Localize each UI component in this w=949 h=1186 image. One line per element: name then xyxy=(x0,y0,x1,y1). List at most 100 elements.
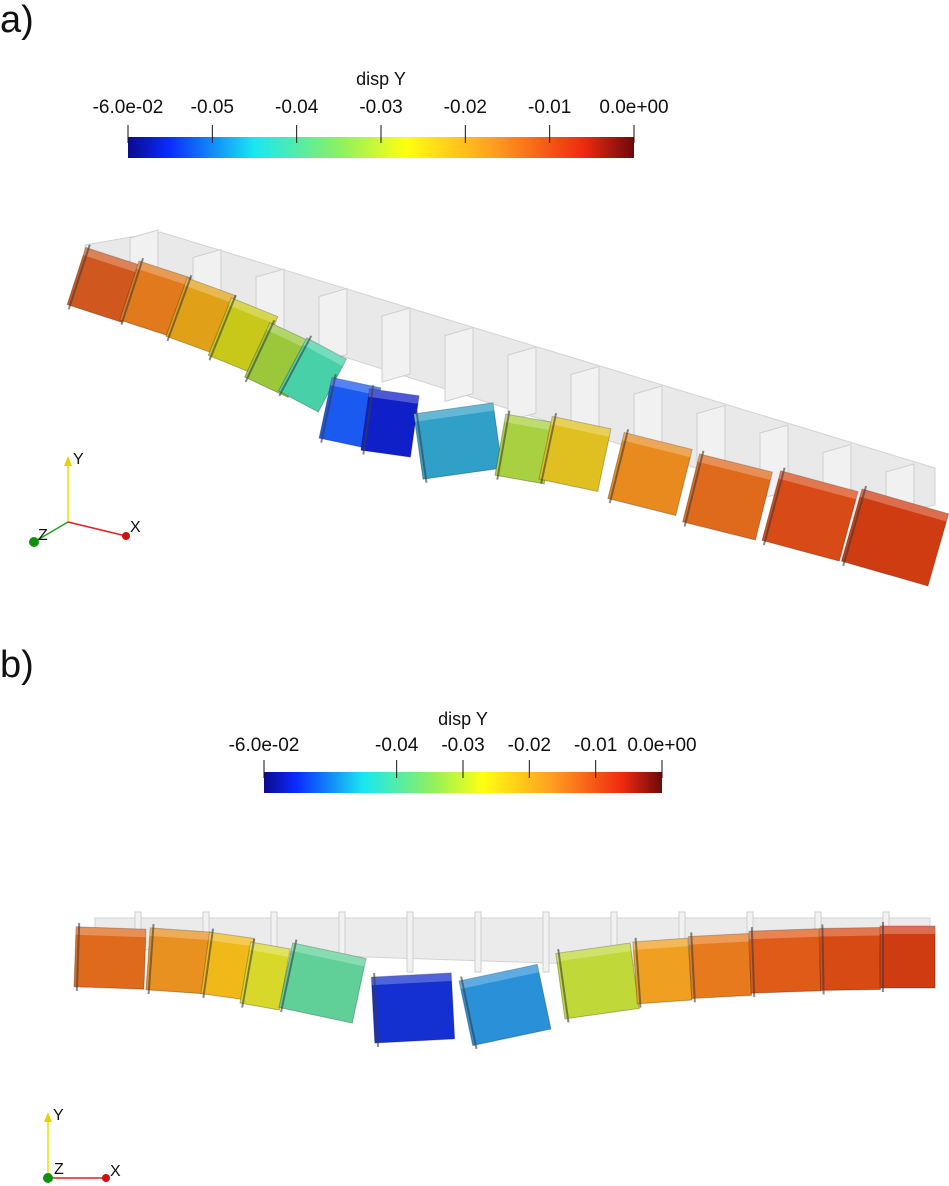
block-top xyxy=(149,927,213,941)
ghost-fin xyxy=(444,326,474,403)
block-fin xyxy=(690,932,696,1003)
axis-y-head xyxy=(44,1112,52,1122)
block-top xyxy=(266,322,314,351)
ghost-fin xyxy=(406,911,414,973)
block-fin xyxy=(166,274,193,342)
block-face xyxy=(360,388,420,458)
colorbar-tick-label: -0.01 xyxy=(574,735,617,756)
beam-block xyxy=(555,942,640,1023)
block-top xyxy=(228,297,278,325)
beam-block xyxy=(632,937,693,1008)
block-top xyxy=(555,943,632,962)
beam-block xyxy=(818,924,882,995)
block-face xyxy=(278,942,367,1024)
block-face xyxy=(458,963,552,1047)
axis-z-label: Z xyxy=(54,1161,64,1178)
block-face xyxy=(413,402,503,480)
block-top xyxy=(136,261,192,286)
block-top xyxy=(249,941,291,957)
block-fin xyxy=(750,927,756,998)
block-fin xyxy=(208,294,237,361)
beam-block xyxy=(538,412,612,493)
axis-z xyxy=(33,521,69,543)
deformed-beam xyxy=(66,244,949,587)
block-fin xyxy=(244,319,276,383)
colorbar-tick-label: -0.03 xyxy=(359,97,402,118)
axis-x xyxy=(67,521,127,537)
colorbar-tick-label: -6.0e-02 xyxy=(93,97,164,118)
block-face xyxy=(840,488,949,587)
block-face xyxy=(607,431,693,517)
colorbar-tick-label: -6.0e-02 xyxy=(229,735,300,756)
block-face xyxy=(239,941,291,1011)
axis-z-head xyxy=(29,537,39,547)
block-top xyxy=(302,337,347,367)
colorbar-tick-label: -0.05 xyxy=(191,97,234,118)
block-top xyxy=(550,416,611,437)
colorbar xyxy=(264,772,662,793)
block-fin xyxy=(683,450,705,527)
beam-block xyxy=(239,938,291,1011)
beam-block xyxy=(370,972,456,1047)
block-fin xyxy=(373,972,379,1047)
block-face xyxy=(632,937,693,1005)
beam-block xyxy=(278,939,367,1024)
block-top xyxy=(748,928,820,940)
block-face xyxy=(818,926,882,992)
beam-block xyxy=(360,385,420,458)
block-fin xyxy=(362,385,375,455)
beam-block xyxy=(687,932,753,1003)
colorbar-title: disp Y xyxy=(438,709,488,729)
block-top xyxy=(622,432,693,458)
block-fin xyxy=(120,257,144,326)
block-face xyxy=(370,972,456,1044)
block-top xyxy=(880,926,935,934)
beam-block xyxy=(458,963,552,1050)
block-fin xyxy=(540,412,558,484)
block-fin xyxy=(634,937,642,1008)
block-fin xyxy=(278,335,313,397)
block-top xyxy=(778,470,858,500)
block-top xyxy=(291,942,367,967)
beam-block xyxy=(879,922,936,992)
axis-x-head xyxy=(102,1174,110,1182)
beam-block xyxy=(840,485,949,587)
colorbar-tick-label: 0.0e+00 xyxy=(627,735,696,756)
block-top xyxy=(504,414,556,431)
block-face xyxy=(682,453,773,541)
block-fin xyxy=(557,949,570,1023)
block-fin xyxy=(460,976,478,1050)
beam-block xyxy=(145,924,213,995)
block-top xyxy=(83,247,141,274)
block-face xyxy=(748,928,822,994)
ghost-fin xyxy=(474,911,482,973)
block-fin xyxy=(280,939,298,1013)
block-face xyxy=(73,926,147,990)
block-top xyxy=(184,277,237,304)
axis-y-label: Y xyxy=(73,451,84,468)
ghost-fin xyxy=(542,911,550,973)
beam-block xyxy=(277,335,348,413)
beam-block xyxy=(73,922,147,991)
axis-z-head xyxy=(43,1173,53,1183)
block-fin xyxy=(415,409,428,483)
block-top xyxy=(859,489,949,522)
axis-x-head xyxy=(122,532,130,540)
block-top xyxy=(368,388,420,404)
block-fin xyxy=(241,938,256,1008)
block-fin xyxy=(147,924,155,995)
colorbar-tick-label: -0.03 xyxy=(441,735,484,756)
colorbar-tick-label: -0.01 xyxy=(528,97,571,118)
block-top xyxy=(688,933,749,945)
colorbar-tick-label: 0.0e+00 xyxy=(599,97,668,118)
block-top xyxy=(697,453,773,480)
beam-block xyxy=(413,402,503,483)
axis-x-label: X xyxy=(130,519,141,536)
colorbar-tick-label: -0.02 xyxy=(508,735,551,756)
block-fin xyxy=(496,410,511,480)
block-top xyxy=(459,964,539,989)
ghost-fin xyxy=(381,307,411,383)
beam-block xyxy=(200,928,255,1001)
block-fin xyxy=(762,467,786,546)
